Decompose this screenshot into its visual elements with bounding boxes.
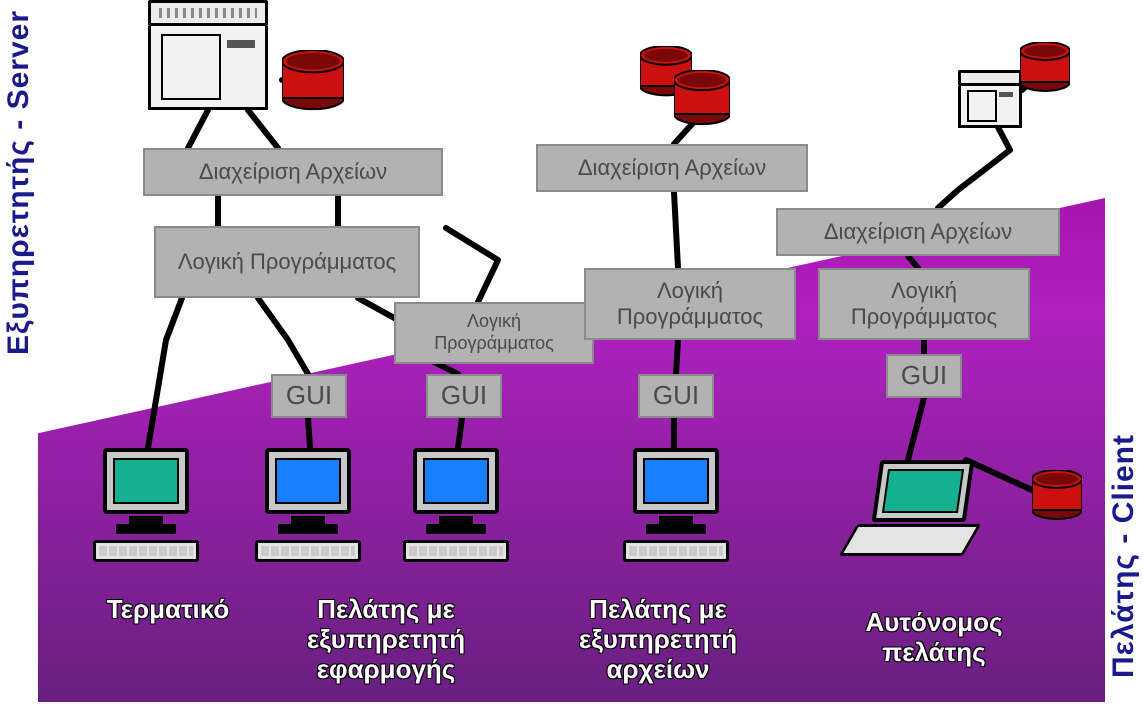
database-icon <box>1020 42 1070 95</box>
file-client-pc-icon <box>616 448 736 562</box>
app-client-pc-icon-a <box>248 448 368 562</box>
box-gui-b: GUI <box>426 374 502 418</box>
label-app-client: Πελάτης με εξυπηρετητή εφαρμογής <box>256 595 516 685</box>
server-axis-label: Εξυπηρετητής - Server <box>2 10 36 355</box>
box-file-management-1: Διαχείριση Αρχείων <box>143 148 443 196</box>
box-program-logic-3: Λογική Προγράμματος <box>584 268 796 340</box>
database-icon <box>282 50 344 114</box>
box-program-logic-4: Λογική Προγράμματος <box>818 268 1030 340</box>
label-terminal: Τερματικό <box>68 595 268 625</box>
box-program-logic-2: Λογική Προγράμματος <box>394 302 594 364</box>
terminal-pc-icon <box>86 448 206 562</box>
diagram-stage: Διαχείριση Αρχείων Λογική Προγράμματος G… <box>38 0 1105 708</box>
box-gui-a: GUI <box>271 374 347 418</box>
database-icon <box>674 70 730 128</box>
app-client-pc-icon-b <box>396 448 516 562</box>
label-standalone: Αυτόνομος πελάτης <box>814 608 1054 668</box>
database-icon <box>1032 470 1082 523</box>
label-file-client: Πελάτης με εξυπηρετητή αρχείων <box>528 595 788 685</box>
box-gui-c: GUI <box>638 374 714 418</box>
standalone-laptop-icon <box>848 460 988 556</box>
box-file-management-3: Διαχείριση Αρχείων <box>536 144 808 192</box>
box-gui-d: GUI <box>886 354 962 398</box>
server-icon-small <box>958 70 1022 128</box>
box-program-logic-1: Λογική Προγράμματος <box>154 226 420 298</box>
server-icon-main <box>148 0 268 110</box>
client-axis-label: Πελάτης - Client <box>1107 434 1141 678</box>
box-file-management-4: Διαχείριση Αρχείων <box>776 208 1060 256</box>
